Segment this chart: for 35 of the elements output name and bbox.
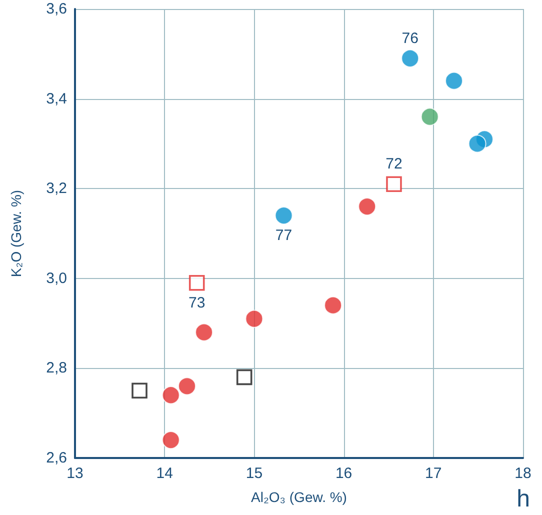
point [236,369,252,386]
point [274,206,293,225]
point [195,323,214,342]
point [178,377,196,396]
point [245,310,264,328]
annotation: 73 [188,294,206,312]
y-tick-label: 2,6 [46,450,67,466]
point [445,72,464,90]
x-tick-label: 17 [425,465,442,482]
y-axis-title: K₂O (Gew. %) [8,190,24,278]
x-tick-label: 15 [246,465,263,482]
point [358,198,376,216]
x-tick-label: 18 [514,465,532,482]
y-tick-label: 2,8 [46,360,67,377]
y-tick-label: 3,0 [46,270,67,287]
x-axis-title: Al₂O₃ (Gew. %) [251,489,347,505]
point [132,382,148,399]
point [401,49,420,68]
point [162,431,180,450]
point [386,176,402,192]
text: h [516,486,530,512]
y-tick-label: 3,4 [46,90,67,108]
point [324,296,342,314]
x-tick-label: 13 [66,465,84,482]
point [420,108,439,126]
y-tick-label: 3,6 [46,0,67,18]
annotation: 72 [386,156,402,173]
point [468,134,486,153]
y-tick-label: 3,2 [46,180,67,198]
annotation: 77 [275,227,292,244]
point [162,386,180,404]
x-tick-label: 14 [156,465,173,482]
point [188,274,205,291]
annotation: 76 [402,30,418,47]
x-tick-label: 16 [335,465,352,482]
